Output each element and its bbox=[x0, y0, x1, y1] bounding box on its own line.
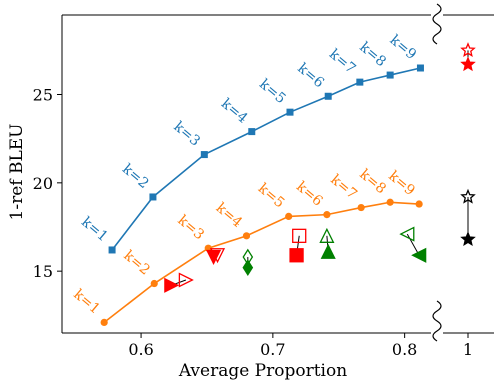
data-point bbox=[356, 78, 364, 86]
point-label: k=8 bbox=[356, 166, 389, 197]
y-tick-label: 20 bbox=[33, 174, 53, 193]
point-label: k=9 bbox=[387, 32, 420, 63]
star-open-marker bbox=[460, 42, 476, 57]
data-point bbox=[386, 198, 394, 206]
point-label: k=9 bbox=[385, 168, 418, 199]
star-filled-marker bbox=[460, 56, 476, 72]
triangle-up-open-marker bbox=[319, 227, 335, 243]
point-label: k=6 bbox=[293, 179, 326, 210]
point-label: k=7 bbox=[327, 172, 360, 203]
square-open-marker bbox=[292, 228, 307, 243]
data-point bbox=[386, 71, 394, 79]
axis-break-top-icon bbox=[432, 3, 442, 45]
square-filled-marker bbox=[289, 248, 304, 263]
data-point bbox=[248, 128, 256, 136]
data-point bbox=[416, 64, 424, 72]
data-point bbox=[357, 203, 365, 212]
axis-break-bottom-icon bbox=[432, 300, 442, 342]
x-tick-label: 0.7 bbox=[260, 340, 285, 359]
point-label: k=4 bbox=[213, 200, 246, 231]
point-labels: k=1k=2k=3k=4k=5k=6 k=7k=8k=9k=1k=2k=3 k=4k… bbox=[70, 32, 419, 317]
data-point bbox=[150, 279, 158, 288]
point-label: k=7 bbox=[326, 46, 359, 77]
y-axis-ticks: 15 20 25 bbox=[33, 86, 62, 281]
star-filled-marker bbox=[460, 231, 476, 246]
diamond-filled-marker bbox=[242, 259, 254, 276]
point-label: k=4 bbox=[218, 96, 251, 127]
paired-markers bbox=[164, 42, 476, 293]
data-point bbox=[149, 193, 157, 201]
point-label: k=1 bbox=[70, 286, 103, 317]
star-open-marker bbox=[460, 188, 476, 204]
point-label: k=8 bbox=[356, 39, 389, 70]
data-point bbox=[323, 211, 331, 219]
point-label: k=3 bbox=[170, 119, 203, 150]
y-tick-label: 15 bbox=[33, 262, 53, 281]
triangle-down-filled-marker bbox=[206, 249, 222, 265]
data-point bbox=[200, 151, 208, 159]
point-label: k=5 bbox=[255, 180, 288, 211]
data-point bbox=[415, 200, 423, 208]
point-label: k=1 bbox=[78, 214, 111, 245]
series-line bbox=[103, 201, 420, 324]
point-label: k=2 bbox=[119, 161, 152, 192]
series-lines bbox=[100, 64, 424, 326]
x-tick-label: 0.8 bbox=[392, 340, 417, 359]
triangle-left-filled-marker bbox=[411, 247, 427, 263]
y-tick-label: 25 bbox=[33, 86, 53, 105]
triangle-up-filled-marker bbox=[320, 243, 336, 259]
data-point bbox=[286, 108, 294, 116]
x-tick-label: 1 bbox=[463, 340, 473, 359]
triangle-left-open-marker bbox=[399, 226, 415, 242]
data-point bbox=[100, 318, 108, 326]
x-axis-ticks: 0.6 0.7 0.8 1 bbox=[128, 333, 473, 359]
data-point bbox=[285, 212, 293, 220]
data-point bbox=[108, 246, 116, 254]
point-label: k=2 bbox=[120, 248, 153, 279]
y-axis-label: 1-ref BLEU bbox=[7, 124, 27, 221]
point-label: k=6 bbox=[294, 60, 327, 91]
x-axis-label: Average Proportion bbox=[178, 361, 347, 381]
chart-frame bbox=[61, 3, 494, 342]
x-tick-label: 0.6 bbox=[128, 340, 153, 359]
triangle-right-open-marker bbox=[178, 272, 194, 288]
data-point bbox=[324, 92, 332, 100]
point-label: k=5 bbox=[256, 76, 289, 107]
point-label: k=3 bbox=[174, 212, 207, 243]
triangle-right-filled-marker bbox=[164, 277, 180, 293]
data-point bbox=[242, 232, 251, 240]
